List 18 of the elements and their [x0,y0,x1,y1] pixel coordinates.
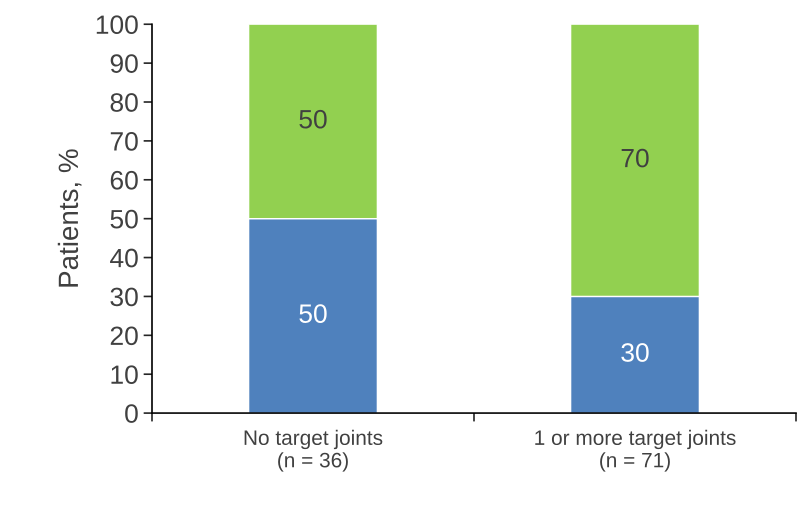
y-tick-label: 30 [110,288,138,306]
y-tick-label: 100 [96,15,138,34]
data-label: 30 [621,343,649,362]
y-tick-label: 90 [110,54,138,73]
y-tick-label: 20 [110,326,138,346]
y-tick-label: 80 [110,93,138,112]
x-tick-label: No target joints (n = 36) [244,430,382,472]
data-label: 50 [299,304,327,323]
x-tick-label: 1 or more target joints (n = 71) [535,430,736,472]
y-tick-label: 50 [110,210,138,228]
y-tick-label: 0 [125,404,138,423]
y-axis-title: Patients, % [58,149,82,287]
data-label: 70 [622,148,649,168]
y-tick-label: 60 [110,170,138,190]
y-tick-label: 70 [110,132,138,151]
y-tick-label: 10 [111,365,138,384]
y-tick-label: 40 [110,248,138,268]
data-label: 50 [299,110,327,129]
